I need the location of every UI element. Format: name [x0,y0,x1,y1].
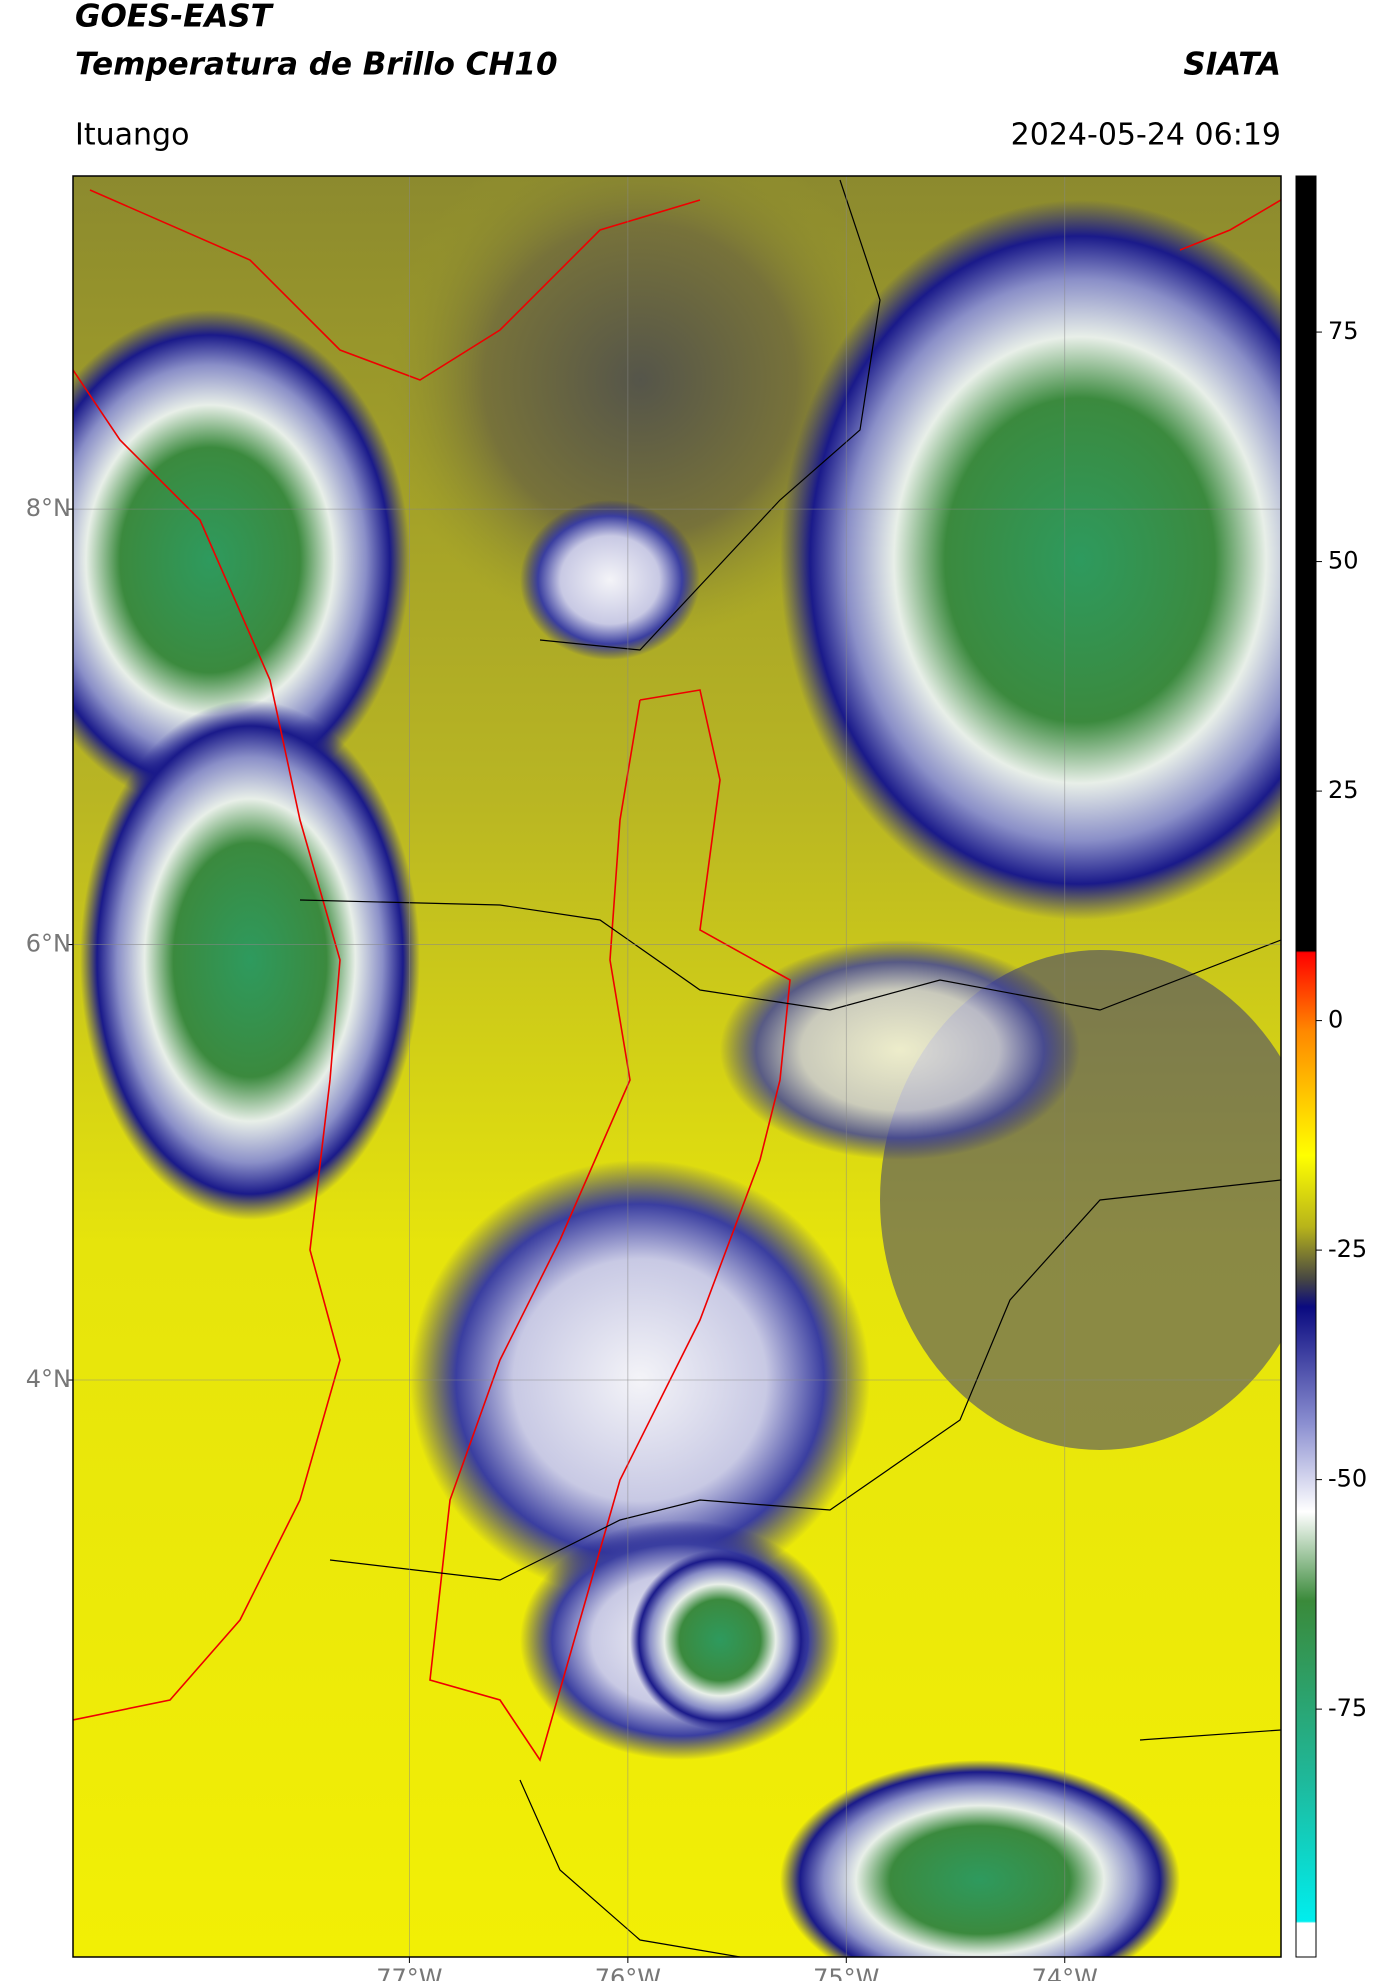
colorbar [1295,175,1317,1958]
x-tick-label: 76°W [595,1964,661,1981]
datetime: 2024-05-24 06:19 [1011,118,1281,153]
satellite-image [73,176,1281,1957]
subtitle: Temperatura de Brillo CH10 [75,47,558,83]
labels: 77°W 76°W 75°W 74°W 8°N 6°N 4°N 75 50 25 0 -25 -50 -7… [26,317,1367,1985]
map-frame [72,175,1282,1958]
y-tick-label: 6°N [26,930,71,958]
colorbar-label: -25 [1328,1235,1367,1263]
colorbar-label: 75 [1328,317,1359,345]
grid [73,176,1281,1957]
brand: SIATA [1183,47,1281,83]
colorbar-label: -50 [1328,1465,1367,1493]
colorbar-label: 25 [1328,776,1359,804]
colorbar-label: 0 [1328,1006,1343,1034]
colorbar-label: 50 [1328,547,1359,575]
x-tick-label: 77°W [376,1964,442,1981]
x-tick-label: 74°W [1032,1964,1098,1981]
x-tick-label: 75°W [813,1964,879,1981]
colorbar-label: -75 [1328,1694,1367,1722]
y-tick-label: 8°N [26,494,71,522]
location: Ituango [75,118,189,153]
y-tick-label: 4°N [26,1365,71,1393]
title: GOES-EAST [75,0,275,35]
